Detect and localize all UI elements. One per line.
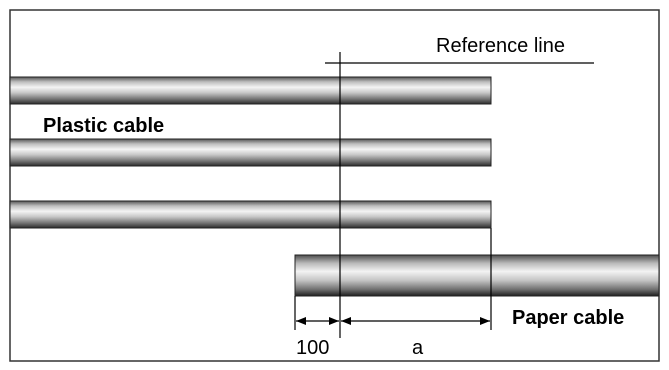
dimension-label-a: a <box>412 337 424 359</box>
plastic-cable-1 <box>9 76 492 105</box>
plastic-cable-3 <box>9 200 492 229</box>
plastic-cable-label: Plastic cable <box>43 115 164 137</box>
frame-border <box>9 9 660 362</box>
reference-line-label: Reference line <box>436 35 565 57</box>
paper-cable <box>294 254 660 297</box>
dimension-label-100: 100 <box>296 337 329 359</box>
paper-cable-label: Paper cable <box>512 307 624 329</box>
plastic-cable-2 <box>9 138 492 167</box>
